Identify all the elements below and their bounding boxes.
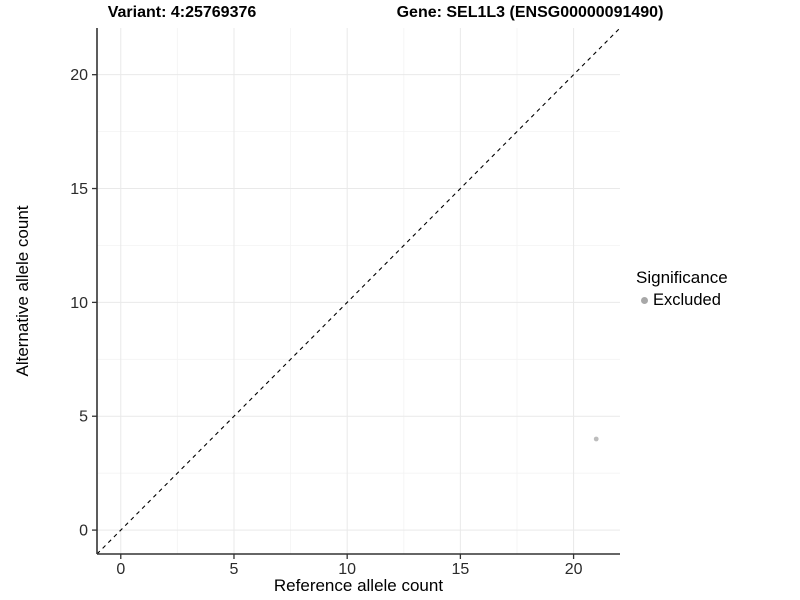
legend-item-label: Excluded (653, 291, 721, 309)
data-point (593, 436, 599, 442)
x-axis-title: Reference allele count (273, 576, 444, 595)
title-gene: Gene: SEL1L3 (ENSG00000091490) (396, 4, 664, 21)
legend-item-excluded: Excluded (636, 291, 728, 310)
x-tick-label: 20 (565, 561, 583, 578)
legend: Significance Excluded (636, 268, 728, 310)
x-tick-label: 0 (116, 561, 125, 578)
y-tick-label: 0 (79, 523, 88, 540)
x-tick-label: 10 (338, 561, 356, 578)
y-tick-label: 15 (70, 181, 88, 198)
legend-title: Significance (636, 268, 728, 287)
y-tick-label: 20 (70, 67, 88, 84)
y-tick-label: 10 (70, 295, 88, 312)
title-variant: Variant: 4:25769376 (107, 4, 257, 21)
x-tick-label: 5 (230, 561, 239, 578)
y-axis-title: Alternative allele count (13, 205, 32, 377)
identity-line (96, 27, 621, 555)
y-tick-label: 5 (79, 409, 88, 426)
legend-point-swatch-icon (641, 297, 648, 304)
x-tick-label: 15 (451, 561, 469, 578)
